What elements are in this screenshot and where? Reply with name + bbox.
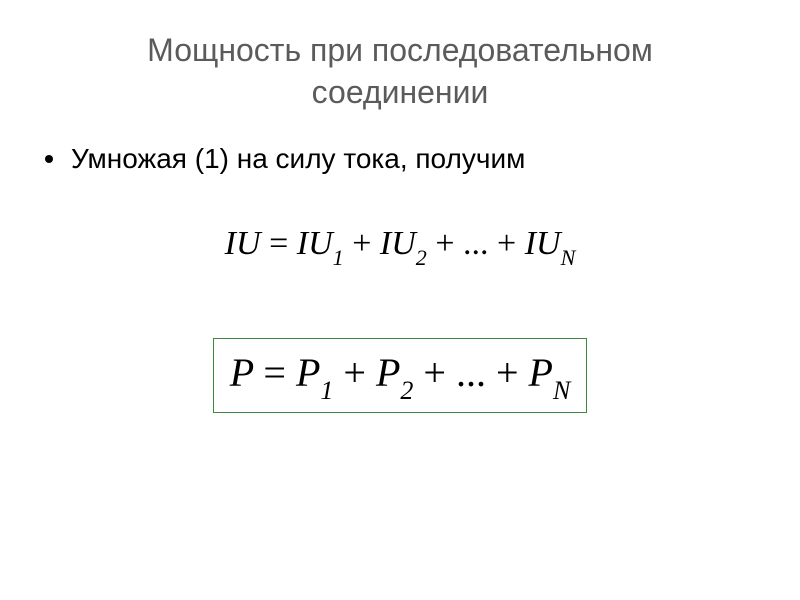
eq1-plus2: + (435, 225, 454, 262)
eq1-term2-var: IU (380, 225, 416, 262)
eq1-sub1: 1 (333, 245, 344, 270)
eq2-termN-var: P (529, 350, 553, 395)
eq1-lhs: IU (225, 225, 261, 262)
eq1-term1-var: IU (297, 225, 333, 262)
eq1-equals: = (269, 225, 288, 262)
eq2-plus2: + (423, 350, 446, 395)
eq2-equals: = (263, 350, 286, 395)
equation-p-wrapper: P = P1 + P2 + ... + PN (0, 338, 800, 413)
title-line-2: соединении (312, 74, 489, 110)
eq1-subN: N (561, 245, 576, 270)
eq2-term1-var: P (296, 350, 320, 395)
eq1-sub2: 2 (416, 245, 427, 270)
eq1-plus1: + (352, 225, 371, 262)
eq2-plus1: + (343, 350, 366, 395)
bullet-text: Умножая (1) на силу тока, получим (71, 143, 525, 175)
bullet-dot (45, 155, 53, 163)
bullet-line: Умножая (1) на силу тока, получим (45, 143, 800, 175)
slide-title: Мощность при последовательном соединении (0, 0, 800, 113)
eq2-plus3: + (496, 350, 519, 395)
title-line-1: Мощность при последовательном (147, 32, 653, 68)
eq1-dots: ... (463, 225, 489, 262)
eq2-dots: ... (456, 350, 486, 395)
eq2-sub1: 1 (320, 376, 333, 405)
eq2-sub2: 2 (400, 376, 413, 405)
eq2-lhs: P (230, 350, 254, 395)
eq1-termN-var: IU (525, 225, 561, 262)
equation-iu: IU = IU1 + IU2 + ... + IUN (0, 225, 800, 268)
eq2-subN: N (553, 376, 570, 405)
equation-p: P = P1 + P2 + ... + PN (213, 338, 588, 413)
eq2-term2-var: P (376, 350, 400, 395)
eq1-plus3: + (497, 225, 516, 262)
